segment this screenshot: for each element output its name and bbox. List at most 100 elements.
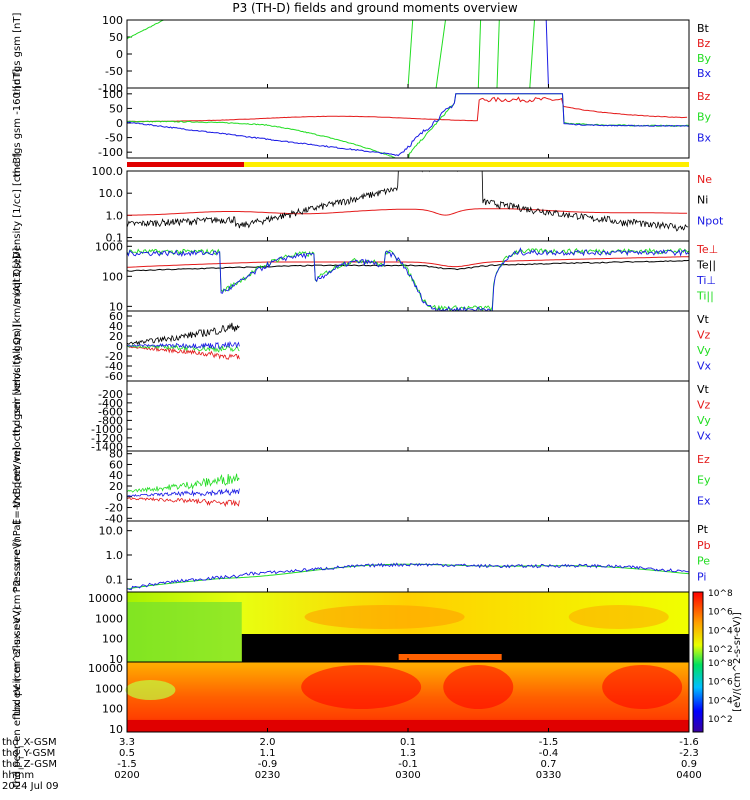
series-By-jump bbox=[435, 20, 446, 88]
series-Ti-par bbox=[127, 247, 689, 311]
colorbar-tick: 10^8 bbox=[708, 659, 733, 669]
ytick-label: -20 bbox=[105, 502, 123, 515]
ytick-label: -1400 bbox=[91, 441, 123, 454]
series-Vx-4 bbox=[127, 340, 240, 350]
ytick-label: -1000 bbox=[91, 423, 123, 436]
legend-Bx: Bx bbox=[697, 67, 712, 80]
spectrogram-peir-hot bbox=[304, 605, 465, 629]
series-By-jump bbox=[407, 20, 414, 88]
panel-5-ylabel: thd peer velocity gsm [km/s (All Qs)] bbox=[12, 324, 23, 508]
figure-title: P3 (TH-D) fields and ground moments over… bbox=[232, 1, 518, 15]
status-bar-yellow bbox=[244, 162, 690, 167]
xaxis-row-value: 0230 bbox=[255, 770, 280, 781]
ytick-label: -40 bbox=[105, 512, 123, 525]
panel-6-ylabel: E=-VxB [mV/m] bbox=[12, 447, 23, 525]
legend-Ti: Ti|| bbox=[696, 290, 714, 303]
ytick-label: 100 bbox=[102, 633, 123, 646]
legend-Ex: Ex bbox=[697, 494, 711, 507]
legend-Bx: Bx bbox=[697, 131, 712, 144]
ytick-label: -50 bbox=[105, 65, 123, 78]
spectrogram-peer-green bbox=[125, 680, 176, 700]
xaxis-row-value: -0.4 bbox=[539, 748, 559, 759]
panel-2-ylabel: Density [1/cc] [cm-3] bbox=[12, 153, 23, 259]
legend-Ey: Ey bbox=[697, 474, 711, 487]
legend-Vx: Vx bbox=[697, 430, 712, 443]
xaxis-row-value: 2.0 bbox=[260, 737, 276, 748]
series-Vt-4 bbox=[127, 322, 240, 346]
ytick-label: 1.0 bbox=[106, 209, 124, 222]
series-Pi bbox=[127, 562, 689, 591]
series-Vz-4 bbox=[127, 345, 240, 361]
ytick-label: 10 bbox=[109, 300, 123, 313]
xaxis-row-value: -1.5 bbox=[539, 737, 559, 748]
ytick-label: 10 bbox=[109, 723, 123, 736]
ytick-label: 100 bbox=[102, 88, 123, 101]
ytick-label: 10 bbox=[109, 653, 123, 666]
legend-Pi: Pi bbox=[697, 570, 706, 583]
colorbar-tick: 10^8 bbox=[708, 589, 733, 599]
ytick-label: 100.0 bbox=[92, 165, 124, 178]
xaxis-row-value: -0.1 bbox=[398, 759, 418, 770]
ytick-label: 40 bbox=[109, 320, 123, 333]
panel-3-ylabel: moqt3 [eV] bbox=[12, 248, 23, 305]
xaxis-row-value: -1.6 bbox=[679, 737, 699, 748]
panel-1-ylabel: thd fgs gsm -160 [nT] bbox=[12, 69, 23, 178]
legend-Pe: Pe bbox=[697, 555, 710, 568]
ytick-label: 0 bbox=[116, 117, 123, 130]
legend-Ez: Ez bbox=[697, 453, 710, 466]
xaxis-row-value: 0.9 bbox=[681, 759, 697, 770]
xaxis-row-value: -2.3 bbox=[679, 748, 699, 759]
series-Bx-jump bbox=[545, 20, 549, 88]
legend-Vt: Vt bbox=[697, 313, 710, 326]
legend-Ni: Ni bbox=[697, 194, 708, 207]
panel-frame-7 bbox=[126, 520, 690, 593]
series-Ne bbox=[127, 208, 688, 216]
ytick-label: 40 bbox=[109, 469, 123, 482]
xaxis-row-value: 0400 bbox=[676, 770, 701, 781]
xaxis-row-name: hhmm bbox=[2, 770, 34, 781]
status-bar-red bbox=[127, 162, 245, 167]
panel-frame-1 bbox=[126, 87, 690, 159]
colorbar-tick: 10^4 bbox=[708, 696, 733, 706]
spectrogram-peir-hot2 bbox=[568, 605, 669, 629]
xaxis-row-value: 1.3 bbox=[400, 748, 416, 759]
ytick-label: 80 bbox=[109, 448, 123, 461]
ytick-label: 0 bbox=[116, 48, 123, 61]
ytick-label: 20 bbox=[109, 330, 123, 343]
ytick-label: 1000 bbox=[95, 612, 123, 625]
legend-By: By bbox=[697, 52, 712, 65]
series-Vy-4 bbox=[127, 344, 240, 353]
legend-Bt: Bt bbox=[697, 22, 710, 35]
series-Bz-1 bbox=[127, 96, 688, 123]
xaxis-row-value: 0.1 bbox=[400, 737, 416, 748]
ytick-label: 50 bbox=[109, 102, 123, 115]
spectrogram-peir-lowE bbox=[127, 602, 242, 662]
ytick-label: 100 bbox=[102, 14, 123, 27]
ytick-label: 0.1 bbox=[106, 573, 124, 586]
spectrogram-peir-arc bbox=[398, 654, 502, 660]
xaxis-row-name: thd_Z-GSM bbox=[2, 759, 57, 770]
xaxis-row-value: 0.5 bbox=[119, 748, 135, 759]
ytick-label: 10000 bbox=[88, 662, 123, 675]
xaxis-row-value: -1.5 bbox=[117, 759, 137, 770]
ytick-label: 50 bbox=[109, 31, 123, 44]
legend-Te: Te⊥ bbox=[696, 243, 718, 256]
xaxis-row-value: 0.7 bbox=[541, 759, 557, 770]
colorbar-tick: 10^2 bbox=[708, 645, 733, 655]
legend-Vy: Vy bbox=[697, 414, 711, 427]
series-By-jump bbox=[477, 20, 482, 88]
legend-Vx: Vx bbox=[697, 360, 712, 373]
ytick-label: 0.1 bbox=[106, 232, 124, 245]
ytick-label: -40 bbox=[105, 360, 123, 373]
legend-Pb: Pb bbox=[697, 539, 711, 552]
series-By-jump bbox=[529, 20, 535, 88]
ytick-label: -50 bbox=[105, 132, 123, 145]
panel-7-ylabel: Pressure [nPa] bbox=[12, 521, 23, 593]
xaxis-row-value: 0330 bbox=[536, 770, 561, 781]
ytick-label: -1200 bbox=[91, 432, 123, 445]
legend-Ne: Ne bbox=[697, 173, 712, 186]
xaxis-row-value: 0200 bbox=[114, 770, 139, 781]
xaxis-date: 2024 Jul 09 bbox=[2, 781, 59, 792]
legend-Vz: Vz bbox=[697, 329, 711, 342]
